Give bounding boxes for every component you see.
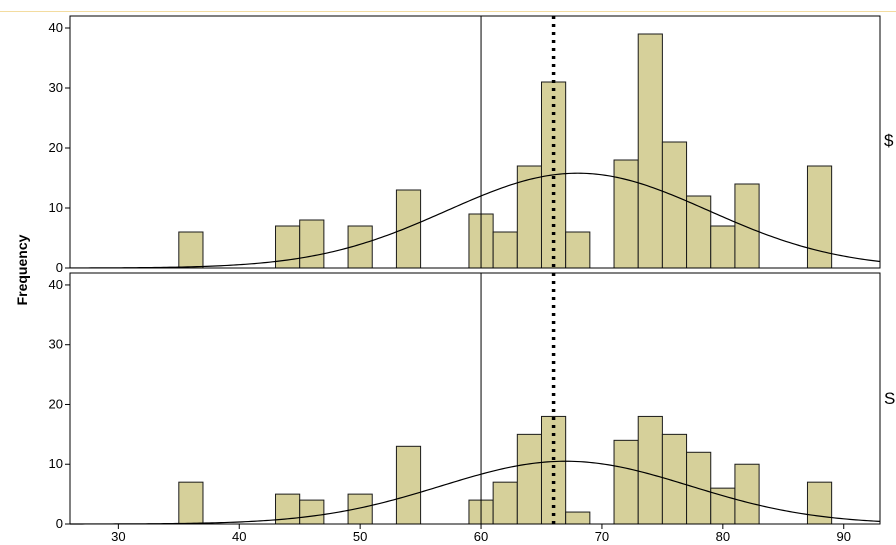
histogram-bar (492, 231, 518, 269)
y-tick-label: 40 (49, 20, 63, 35)
panel-side-label: $ (884, 131, 894, 150)
top-panel: 0 10 20 30 40 $ (49, 15, 894, 275)
x-tick-label: 40 (232, 529, 246, 544)
y-tick-label: 0 (56, 260, 63, 275)
normal-curve (69, 460, 881, 525)
histogram-bar (613, 439, 639, 525)
plot-frame (69, 272, 881, 525)
histogram-bar (710, 225, 736, 269)
histogram-bar (275, 225, 301, 269)
histogram-bar (178, 481, 204, 525)
histogram-bar (565, 231, 591, 269)
histogram-bar (395, 189, 422, 269)
histogram-bar (178, 231, 204, 269)
histogram-bar (516, 433, 542, 525)
histogram-bar (637, 415, 663, 525)
histogram-bar (565, 511, 591, 525)
histogram-bar (299, 499, 325, 525)
y-tick-label: 20 (49, 140, 63, 155)
x-tick-label: 90 (836, 529, 850, 544)
histogram-bar (637, 33, 663, 269)
y-tick-label: 10 (49, 200, 63, 215)
normal-curve (70, 172, 881, 269)
y-tick-label: 10 (49, 456, 63, 471)
panel-side-label: S (884, 389, 895, 408)
y-tick-label: 30 (49, 80, 63, 95)
x-tick-label: 70 (595, 529, 609, 544)
histogram-bar (661, 141, 688, 269)
histogram-bar (613, 159, 639, 269)
y-tick-label: 20 (49, 396, 63, 411)
histogram-bar (395, 445, 422, 525)
histogram-bar (734, 183, 760, 269)
y-tick-label: 40 (49, 277, 63, 292)
y-tick-label: 0 (56, 516, 63, 531)
y-tick-label: 30 (49, 337, 63, 352)
top-rule (0, 11, 896, 12)
histogram-bar (734, 463, 760, 525)
x-tick-label: 80 (716, 529, 730, 544)
histogram-bar (299, 219, 325, 269)
histogram-bar (492, 481, 518, 525)
x-tick-label: 60 (474, 529, 488, 544)
y-axis-label: Frequency (14, 234, 30, 305)
bottom-panel: 0 10 20 30 40 S 30 40 50 60 70 80 90 (49, 272, 895, 544)
x-tick-label: 50 (353, 529, 367, 544)
x-tick-label: 30 (111, 529, 125, 544)
plot-frame (69, 15, 881, 269)
